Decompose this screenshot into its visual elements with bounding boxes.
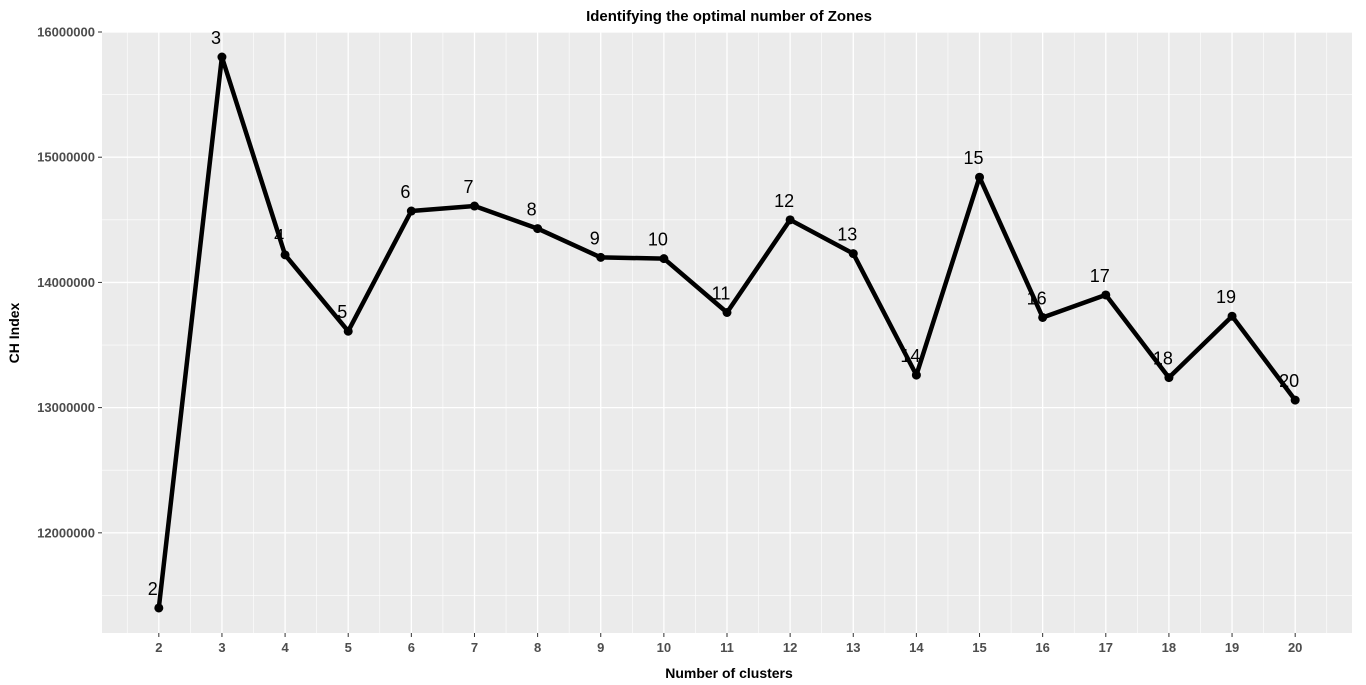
data-point [848,249,858,259]
x-tick-label: 15 [972,640,986,655]
data-label: 2 [148,579,158,599]
x-tick-label: 17 [1099,640,1113,655]
data-label: 20 [1279,371,1299,391]
data-label: 18 [1153,349,1173,369]
x-tick-label: 13 [846,640,860,655]
data-point [406,206,416,216]
data-point [469,201,479,211]
data-label: 8 [527,200,537,220]
x-tick-label: 3 [218,640,225,655]
data-point [596,252,606,262]
x-tick-label: 2 [155,640,162,655]
y-tick-label: 13000000 [37,400,95,415]
y-axis-title: CH Index [6,302,22,363]
x-tick-label: 8 [534,640,541,655]
x-tick-label: 7 [471,640,478,655]
x-tick-label: 6 [408,640,415,655]
data-label: 14 [900,346,920,366]
data-point [722,307,732,317]
grid-major [102,31,1352,633]
x-tick-label: 4 [281,640,289,655]
data-label: 5 [337,302,347,322]
x-tick-label: 18 [1162,640,1176,655]
data-point [1164,373,1174,383]
data-label: 7 [463,177,473,197]
y-tick-label: 15000000 [37,150,95,165]
data-point [659,254,669,264]
data-label: 3 [211,28,221,48]
data-point [1290,395,1300,405]
x-tick-label: 20 [1288,640,1302,655]
data-label: 9 [590,228,600,248]
chart-title: Identifying the optimal number of Zones [586,8,872,25]
data-point [1227,311,1237,321]
x-tick-label: 12 [783,640,797,655]
data-label: 19 [1216,287,1236,307]
y-tick-label: 16000000 [37,25,95,40]
data-points [154,52,1300,613]
data-label: 4 [274,226,284,246]
data-label: 11 [712,283,731,303]
x-tick-label: 19 [1225,640,1239,655]
x-tick-label: 14 [909,640,924,655]
point-labels: 2 3 4 5 6 7 8 9 10 11 12 13 14 15 16 17 18 19 20 [148,28,1299,599]
data-label: 15 [964,148,984,168]
data-point [1038,312,1048,322]
data-point [343,326,353,336]
x-tick-label: 9 [597,640,604,655]
data-label: 6 [400,182,410,202]
data-point [911,370,921,380]
data-point [217,52,227,62]
data-point [533,224,543,234]
data-point [280,250,290,260]
x-axis-title: Number of clusters [665,665,793,681]
data-point [785,215,795,225]
x-tick-label: 10 [657,640,671,655]
y-axis: 12000000 13000000 14000000 15000000 16000000 [37,25,102,540]
data-point [975,172,985,182]
data-label: 17 [1090,266,1110,286]
data-label: 16 [1027,288,1047,308]
x-tick-label: 5 [345,640,352,655]
data-point [154,603,164,613]
data-label: 13 [837,225,857,245]
x-tick-label: 11 [720,640,734,655]
data-label: 10 [648,230,668,250]
x-tick-label: 16 [1035,640,1049,655]
y-tick-label: 14000000 [37,275,95,290]
data-point [1101,290,1111,300]
x-axis: 2 3 4 5 6 7 8 9 10 11 12 13 14 15 16 17 18 19 20 [155,633,1302,655]
data-label: 12 [774,191,794,211]
y-tick-label: 12000000 [37,525,95,540]
